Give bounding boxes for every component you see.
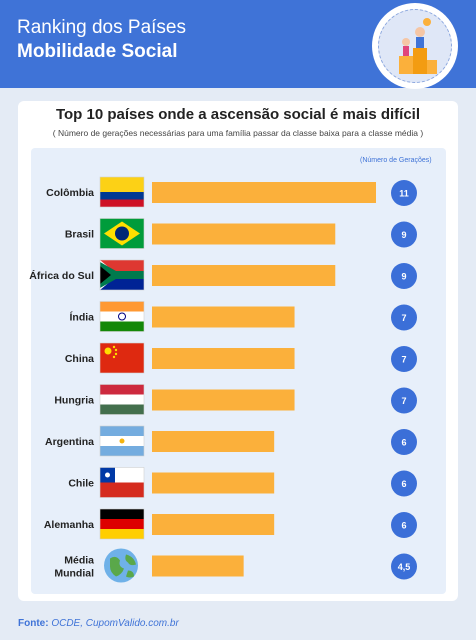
value-badge <box>391 180 417 206</box>
value-label: 9 <box>401 230 406 240</box>
value-label: 7 <box>401 313 406 323</box>
category-label: Brasil <box>65 229 94 241</box>
value-label: 6 <box>401 438 406 448</box>
source-label: Fonte: <box>18 618 49 629</box>
value-badge <box>391 221 417 248</box>
category-label: Índia <box>69 311 94 324</box>
value-badge <box>391 512 417 538</box>
chart-row: África do Sul 9 <box>29 259 417 291</box>
category-label: China <box>65 353 94 365</box>
chart-subtitle: ( Número de gerações necessárias para um… <box>52 128 424 138</box>
value-badge <box>391 470 417 497</box>
flag-colombia-icon <box>99 176 145 208</box>
value-badge <box>391 346 417 372</box>
flag-india-icon <box>99 301 145 332</box>
header-title-line2: Mobilidade Social <box>17 41 178 62</box>
globe-icon <box>104 548 138 583</box>
value-badge <box>391 304 417 331</box>
source-text: OCDE, CupomValido.com.br <box>51 618 179 629</box>
bar <box>152 265 336 286</box>
trophy-badge-icon <box>372 3 458 89</box>
header-title-line1: Ranking dos Países <box>17 17 186 38</box>
flag-south-africa-icon <box>99 259 145 291</box>
category-label: Argentina <box>45 436 94 448</box>
bar <box>152 472 275 494</box>
flag-germany-icon <box>99 508 145 540</box>
chart-row: Argentina 6 <box>45 425 417 457</box>
value-badge <box>391 263 417 289</box>
bar <box>152 348 295 369</box>
value-header: (Número de Gerações) <box>360 157 432 164</box>
category-label: África do Sul <box>29 269 94 282</box>
value-badge <box>391 553 417 580</box>
value-label: 6 <box>401 479 406 489</box>
bar <box>152 182 376 203</box>
chart-row: Colômbia 11 <box>46 176 417 208</box>
category-label: Chile <box>68 478 94 490</box>
header-banner: Ranking dos Países Mobilidade Social <box>0 0 476 89</box>
bar <box>152 306 295 328</box>
chart-row: Hungria 7 <box>54 384 417 415</box>
value-badge <box>391 387 417 414</box>
bar <box>152 223 336 245</box>
flag-chile-icon <box>99 467 145 498</box>
value-label: 11 <box>399 189 409 199</box>
value-label: 7 <box>401 396 406 406</box>
chart-row: Brasil 9 <box>65 218 417 249</box>
chart-row: Chile 6 <box>68 467 417 498</box>
chart-row: Média Mundial 4,5 <box>54 548 417 583</box>
value-label: 7 <box>401 355 406 365</box>
bar <box>152 514 275 535</box>
category-label: Média Mundial <box>54 555 94 580</box>
value-badge <box>391 429 417 455</box>
category-label: Colômbia <box>46 187 94 199</box>
podium-icon <box>399 18 437 74</box>
bar <box>152 431 275 452</box>
flag-china-icon <box>99 342 145 374</box>
source-note: Fonte: OCDE, CupomValido.com.br <box>18 618 179 629</box>
value-label: 4,5 <box>398 562 411 572</box>
chart-row: Índia 7 <box>69 301 417 332</box>
chart-row: Alemanha 6 <box>44 508 417 540</box>
flag-hungary-icon <box>99 384 145 415</box>
bar <box>152 389 295 411</box>
category-label: Alemanha <box>44 519 94 531</box>
flag-brazil-icon <box>99 218 145 249</box>
value-label: 9 <box>401 272 406 282</box>
value-label: 6 <box>401 521 406 531</box>
flag-argentina-icon <box>99 425 145 457</box>
chart-title: Top 10 países onde a ascensão social é m… <box>55 106 421 123</box>
bar <box>152 555 244 577</box>
chart-row: China 7 <box>65 342 417 374</box>
category-label: Hungria <box>54 395 94 407</box>
